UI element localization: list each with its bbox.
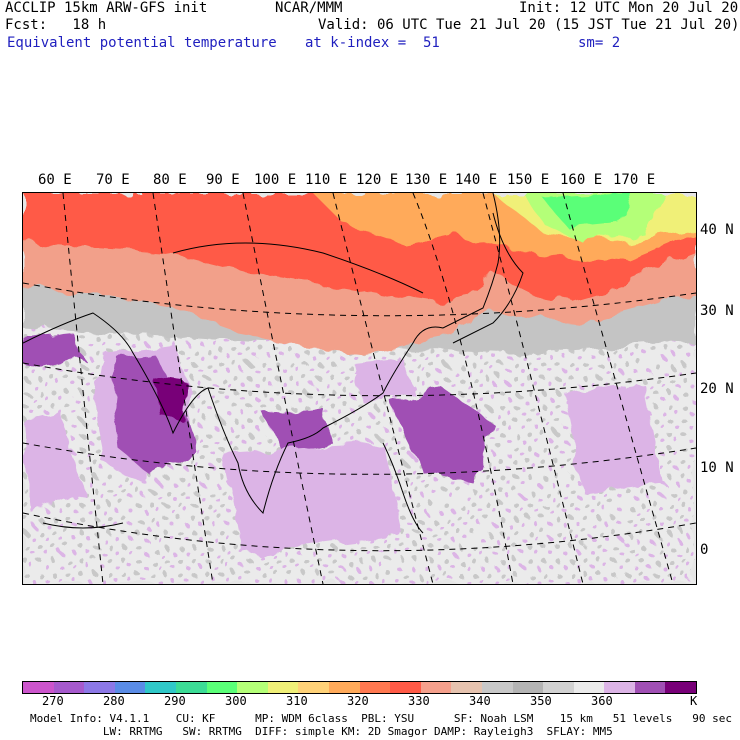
lon-label: 130 E <box>405 172 448 188</box>
color-swatch <box>604 682 635 693</box>
scale-unit: K <box>690 694 698 708</box>
field-name: Equivalent potential temperature <box>7 35 277 51</box>
scale-tick: 280 <box>103 694 125 708</box>
color-swatch <box>175 682 207 693</box>
forecast-hour: Fcst: 18 h <box>5 17 107 33</box>
scale-tick: 330 <box>408 694 430 708</box>
lon-label: 60 E <box>38 172 72 188</box>
color-swatch <box>420 682 452 693</box>
theta-e-map <box>22 192 697 585</box>
color-swatch <box>145 682 176 693</box>
color-swatch <box>237 682 268 693</box>
scale-tick: 320 <box>347 694 369 708</box>
lon-label: 100 E <box>254 172 297 188</box>
scale-tick: 340 <box>469 694 491 708</box>
lon-label: 90 E <box>206 172 240 188</box>
lat-label: 40 N <box>700 222 734 238</box>
color-swatch <box>23 682 54 693</box>
color-swatch <box>206 682 238 693</box>
lat-label: 0 <box>700 542 709 558</box>
scale-tick: 270 <box>42 694 64 708</box>
color-swatch <box>451 682 482 693</box>
color-swatch <box>84 682 115 693</box>
map-canvas <box>23 193 696 584</box>
model-info-line1: Model Info: V4.1.1 CU: KF MP: WDM 6class… <box>30 712 732 725</box>
scale-tick: 360 <box>591 694 613 708</box>
lon-label: 120 E <box>356 172 399 188</box>
smoothing-info: sm= 2 <box>578 35 621 51</box>
lat-label: 30 N <box>700 303 734 319</box>
color-swatch <box>390 682 421 693</box>
color-scale-bar <box>22 681 697 694</box>
color-swatch <box>328 682 360 693</box>
color-swatch <box>665 682 697 693</box>
valid-time: Valid: 06 UTC Tue 21 Jul 20 (15 JST Tue … <box>318 17 740 33</box>
init-time: Init: 12 UTC Mon 20 Jul 20 <box>519 0 739 16</box>
color-swatch <box>53 682 85 693</box>
lon-label: 160 E <box>560 172 603 188</box>
color-swatch <box>481 682 513 693</box>
scale-tick: 290 <box>164 694 186 708</box>
lon-label: 140 E <box>455 172 498 188</box>
lat-label: 20 N <box>700 381 734 397</box>
lon-label: 150 E <box>507 172 550 188</box>
color-swatch <box>298 682 329 693</box>
lon-label: 80 E <box>153 172 187 188</box>
model-title: ACCLIP 15km ARW-GFS init <box>5 0 208 16</box>
scale-tick: 310 <box>286 694 308 708</box>
lat-label: 10 N <box>700 460 734 476</box>
level-info: at k-index = 51 <box>305 35 440 51</box>
color-swatch <box>573 682 605 693</box>
color-swatch <box>359 682 391 693</box>
scale-tick: 300 <box>225 694 247 708</box>
scale-tick: 350 <box>530 694 552 708</box>
lon-label: 170 E <box>613 172 656 188</box>
color-swatch <box>114 682 146 693</box>
lon-label: 70 E <box>96 172 130 188</box>
color-swatch <box>634 682 666 693</box>
color-swatch <box>543 682 574 693</box>
color-swatch <box>267 682 299 693</box>
org-label: NCAR/MMM <box>275 0 343 16</box>
color-swatch <box>512 682 544 693</box>
model-info-line2: LW: RRTMG SW: RRTMG DIFF: simple KM: 2D … <box>30 725 613 738</box>
lon-label: 110 E <box>305 172 348 188</box>
